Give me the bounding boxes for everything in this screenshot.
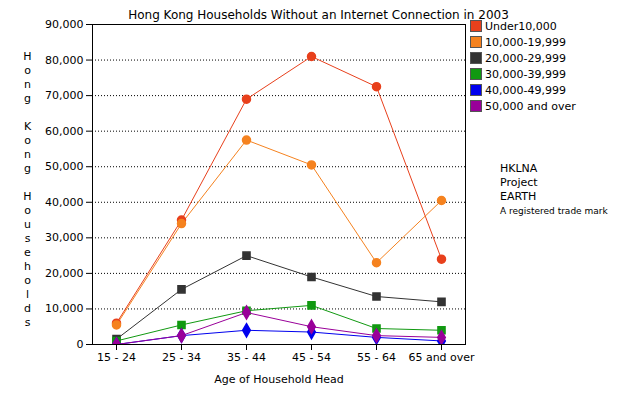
html-text:Project: Project	[500, 176, 538, 189]
svg-text:30,000: 30,000	[45, 231, 84, 244]
svg-text:40,000: 40,000	[45, 196, 84, 209]
html-text:20,000-29,999: 20,000-29,999	[485, 51, 566, 65]
svg-text:70,000: 70,000	[45, 89, 84, 102]
html-text:A registered trade mark: A registered trade mark	[500, 206, 608, 216]
svg-text:35 - 44: 35 - 44	[227, 351, 266, 364]
html-text:50,000 and over: 50,000 and over	[485, 99, 576, 113]
html-text:EARTH: EARTH	[500, 190, 537, 203]
svg-text:20,000: 20,000	[45, 267, 84, 280]
svg-text:Age of Household Head: Age of Household Head	[214, 373, 343, 386]
html-text:30,000-39,999: 30,000-39,999	[485, 67, 566, 81]
html-text:Under10,000: Under10,000	[485, 19, 557, 33]
html-text:Hong Kong Households: Hong Kong Households	[21, 50, 34, 330]
svg-text:50,000: 50,000	[45, 160, 84, 173]
svg-text:60,000: 60,000	[45, 125, 84, 138]
svg-text:10,000: 10,000	[45, 302, 84, 315]
html-text:40,000-49,999: 40,000-49,999	[485, 83, 566, 97]
svg-text:65 and over: 65 and over	[408, 351, 475, 364]
html-text:HKLNA: HKLNA	[500, 162, 538, 175]
html-text:Hong Kong Households Without a: Hong Kong Households Without an Internet…	[128, 8, 509, 22]
html-text:10,000-19,999: 10,000-19,999	[485, 35, 566, 49]
svg-text:55 - 64: 55 - 64	[357, 351, 396, 364]
svg-text:80,000: 80,000	[45, 54, 84, 67]
svg-text:90,000: 90,000	[45, 18, 84, 31]
svg-text:25 - 34: 25 - 34	[162, 351, 201, 364]
svg-text:0: 0	[77, 338, 84, 351]
svg-text:45 - 54: 45 - 54	[292, 351, 331, 364]
svg-text:15 - 24: 15 - 24	[97, 351, 136, 364]
